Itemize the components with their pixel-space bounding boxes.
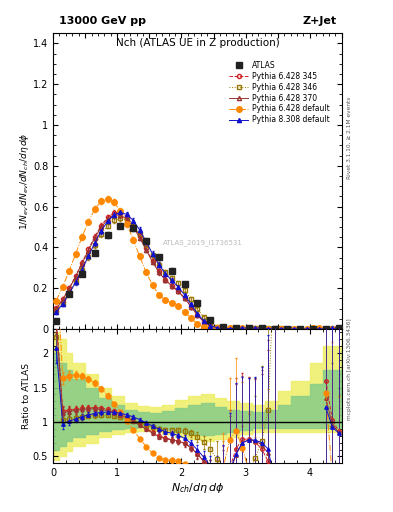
Text: ATLAS_2019_I1736531: ATLAS_2019_I1736531	[163, 240, 243, 246]
Y-axis label: Ratio to ATLAS: Ratio to ATLAS	[22, 363, 31, 429]
Text: mcplots.cern.ch [arXiv:1306.3436]: mcplots.cern.ch [arXiv:1306.3436]	[347, 318, 352, 419]
Text: Z+Jet: Z+Jet	[302, 16, 336, 26]
X-axis label: $N_{ch}/d\eta\,d\phi$: $N_{ch}/d\eta\,d\phi$	[171, 481, 224, 495]
Text: Rivet 3.1.10, ≥ 2.1M events: Rivet 3.1.10, ≥ 2.1M events	[347, 97, 352, 179]
Y-axis label: $1/N_{ev}\,dN_{ev}/dN_{ch}/d\eta\,d\phi$: $1/N_{ev}\,dN_{ev}/dN_{ch}/d\eta\,d\phi$	[18, 132, 31, 230]
Text: 13000 GeV pp: 13000 GeV pp	[59, 16, 146, 26]
Legend: ATLAS, Pythia 6.428 345, Pythia 6.428 346, Pythia 6.428 370, Pythia 6.428 defaul: ATLAS, Pythia 6.428 345, Pythia 6.428 34…	[226, 58, 332, 127]
Text: Nch (ATLAS UE in Z production): Nch (ATLAS UE in Z production)	[116, 38, 279, 48]
